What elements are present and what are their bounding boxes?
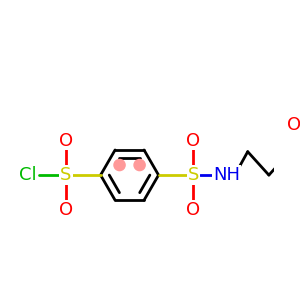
Text: O: O bbox=[59, 131, 73, 149]
Text: S: S bbox=[60, 166, 72, 184]
Text: S: S bbox=[188, 166, 199, 184]
Text: Cl: Cl bbox=[19, 166, 37, 184]
Text: O: O bbox=[186, 201, 200, 219]
Circle shape bbox=[114, 160, 125, 171]
Circle shape bbox=[134, 160, 145, 171]
Text: O: O bbox=[59, 201, 73, 219]
Text: NH: NH bbox=[213, 166, 240, 184]
Text: O: O bbox=[287, 116, 300, 134]
Text: O: O bbox=[186, 131, 200, 149]
